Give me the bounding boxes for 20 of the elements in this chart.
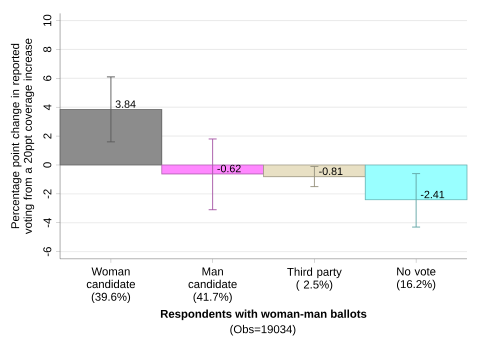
data-label: -2.41 — [420, 190, 444, 198]
data-label: -0.81 — [319, 168, 342, 176]
y-tick-label: -6 — [43, 247, 52, 256]
y-tick-label: 6 — [43, 76, 52, 82]
y-tick-label: 2 — [43, 134, 52, 139]
x-tick-label: Man candidate (41.7%) — [188, 268, 237, 304]
data-label: 3.84 — [116, 100, 136, 108]
text: (Obs=19034) — [230, 325, 296, 336]
y-tick-label: 8 — [43, 46, 52, 52]
y-tick-label: 0 — [43, 162, 52, 168]
y-axis-title: Percentage point change in reported voting from a 20ppt coverage increase — [10, 38, 34, 234]
y-tick-label: -4 — [44, 218, 52, 228]
y-tick-label: -2 — [43, 190, 52, 199]
x-tick-label: Woman candidate (39.6%) — [86, 268, 135, 304]
x-axis-title: Respondents with woman-man ballots — [160, 310, 366, 320]
data-label: -0.62 — [217, 164, 241, 173]
y-tick-label: 10 — [43, 14, 52, 26]
y-tick-label: 4 — [44, 104, 52, 110]
x-tick-label: No vote (16.2%) — [396, 268, 436, 291]
x-tick-label: Third party ( 2.5%) — [287, 268, 342, 292]
